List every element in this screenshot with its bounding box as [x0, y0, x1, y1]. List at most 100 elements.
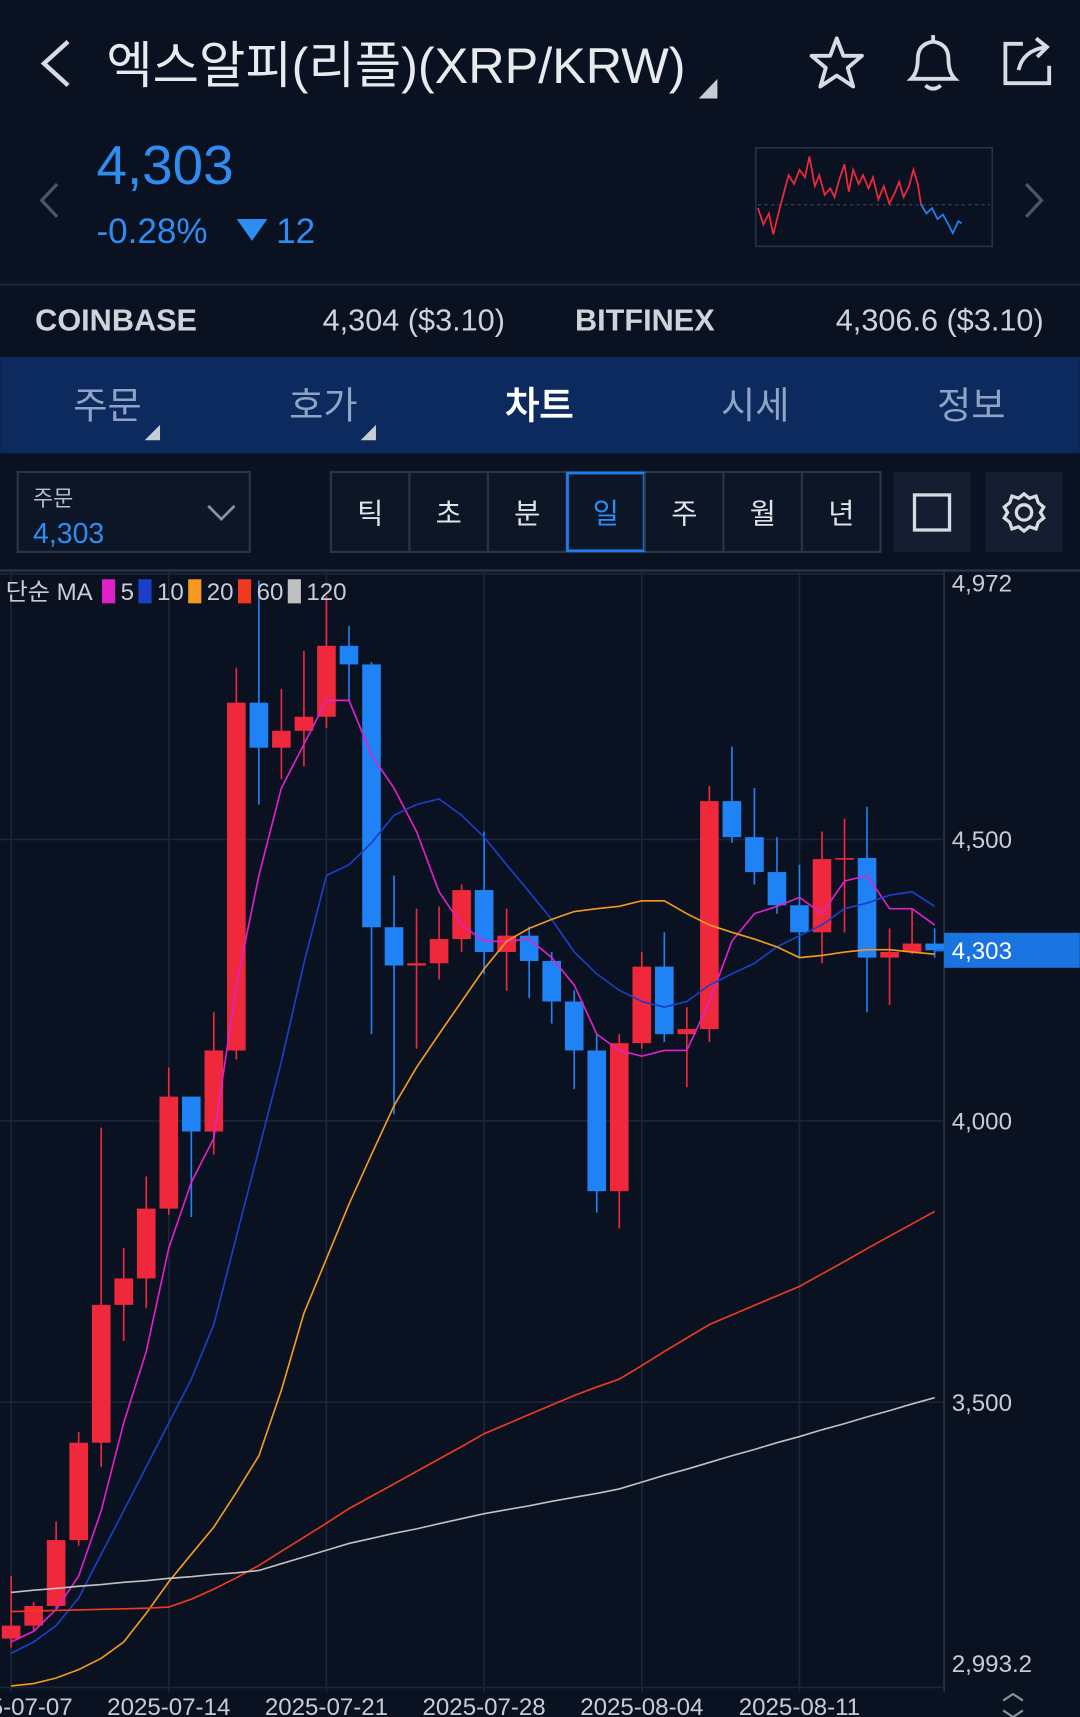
- candle-body: [474, 890, 494, 952]
- candle-body: [835, 858, 854, 860]
- candle-body: [429, 939, 449, 964]
- legend-label: 120: [306, 579, 346, 606]
- favorite-button[interactable]: [809, 36, 864, 89]
- y-tick-label: 4,500: [952, 827, 1012, 854]
- tab[interactable]: 정보: [937, 384, 1005, 426]
- ma-line: [11, 899, 935, 1687]
- last-price-tag: [944, 932, 1080, 968]
- candle-body: [227, 702, 246, 1051]
- tab-bar: [0, 356, 1080, 454]
- candle-body: [790, 905, 809, 933]
- x-tick-label: 2025-07-21: [265, 1694, 388, 1717]
- candle-body: [69, 1442, 88, 1541]
- next-coin[interactable]: [1024, 182, 1044, 218]
- candle-body: [880, 951, 899, 958]
- candle-body: [587, 1050, 607, 1192]
- legend-swatch: [287, 579, 301, 604]
- legend-label: 60: [257, 579, 284, 606]
- candle-body: [767, 872, 787, 906]
- candle-body: [812, 859, 832, 933]
- sparkline: [754, 147, 994, 248]
- legend-label: 20: [207, 579, 234, 606]
- y-tick-label: 2,993.2: [952, 1651, 1032, 1678]
- ma-line: [11, 1396, 935, 1594]
- scroll-handle[interactable]: [1002, 1692, 1024, 1717]
- legend-title: 단순 MA: [6, 579, 94, 606]
- legend-label: 5: [121, 579, 134, 606]
- period-button[interactable]: 주: [671, 498, 697, 530]
- exchange-price: 4,306.6 ($3.10): [836, 304, 1044, 338]
- share-button[interactable]: [1003, 36, 1052, 86]
- tab[interactable]: 시세: [721, 384, 789, 426]
- dropdown-chevron: [207, 504, 236, 521]
- back-button[interactable]: [40, 39, 70, 88]
- legend-swatch: [101, 579, 116, 604]
- candle-body: [384, 927, 404, 966]
- x-tick-label: 2025-08-11: [739, 1694, 860, 1717]
- settings-icon: [1002, 491, 1046, 534]
- order-dropdown[interactable]: [16, 470, 251, 553]
- period-button[interactable]: 월: [750, 498, 776, 530]
- y-tick-label: 3,500: [952, 1390, 1012, 1417]
- layout-icon: [912, 493, 952, 532]
- candle-body: [655, 966, 674, 1035]
- ma-line: [10, 798, 936, 1655]
- exchange-name: BITFINEX: [575, 304, 715, 338]
- change-rate: -0.28%: [97, 212, 208, 251]
- exchange-price: 4,304 ($3.10): [323, 304, 505, 338]
- candle-body: [407, 963, 426, 966]
- candle-body: [249, 702, 269, 748]
- period-button[interactable]: 일: [593, 498, 619, 530]
- layout-button[interactable]: [893, 471, 971, 552]
- tab[interactable]: 주문: [73, 384, 141, 426]
- candle-body: [564, 1001, 584, 1051]
- candle-body: [362, 664, 381, 928]
- candle-body: [317, 645, 336, 717]
- legend-swatch: [237, 579, 252, 604]
- candle-body: [857, 858, 877, 958]
- candle-body: [181, 1096, 201, 1132]
- period-group: [329, 470, 882, 553]
- candle-body: [722, 801, 742, 838]
- candle-body: [339, 645, 359, 665]
- title: 엑스알피(리플)(XRP/KRW): [106, 37, 685, 94]
- x-tick-label: 2025-07-07: [0, 1694, 73, 1717]
- y-tick-label: 4,000: [952, 1109, 1012, 1136]
- y-tick-label: 4,972: [952, 570, 1012, 597]
- period-button[interactable]: 년: [828, 498, 854, 530]
- candle-body: [745, 837, 764, 873]
- legend-label: 10: [157, 579, 184, 606]
- candle-body: [91, 1304, 111, 1443]
- alert-button[interactable]: [906, 35, 960, 91]
- ma-line: [11, 1210, 936, 1613]
- ma-line: [10, 699, 936, 1643]
- legend-swatch: [188, 579, 202, 604]
- candle-body: [632, 966, 652, 1044]
- tab[interactable]: 차트: [505, 384, 573, 426]
- period-button[interactable]: 분: [514, 498, 540, 530]
- period-button[interactable]: 틱: [357, 498, 383, 530]
- candle-body: [46, 1540, 66, 1606]
- tab[interactable]: 호가: [289, 384, 357, 426]
- candle-body: [542, 960, 562, 1002]
- last-price-label: 4,303: [952, 938, 1012, 965]
- candle-body: [677, 1029, 697, 1035]
- candle-body: [114, 1278, 134, 1305]
- x-tick-label: 2025-07-14: [107, 1694, 230, 1717]
- down-arrow: [236, 219, 268, 241]
- x-tick-label: 2025-07-28: [423, 1694, 546, 1717]
- candle-body: [925, 943, 944, 951]
- candle-body: [452, 890, 471, 940]
- candle-body: [159, 1096, 179, 1209]
- settings-button[interactable]: [985, 471, 1063, 552]
- candle-body: [294, 716, 314, 731]
- period-button[interactable]: 초: [436, 498, 462, 530]
- candle-body: [272, 730, 291, 748]
- candle-body: [700, 801, 719, 1030]
- prev-coin[interactable]: [39, 182, 59, 218]
- candle-body: [136, 1208, 156, 1279]
- candle-body: [609, 1043, 629, 1192]
